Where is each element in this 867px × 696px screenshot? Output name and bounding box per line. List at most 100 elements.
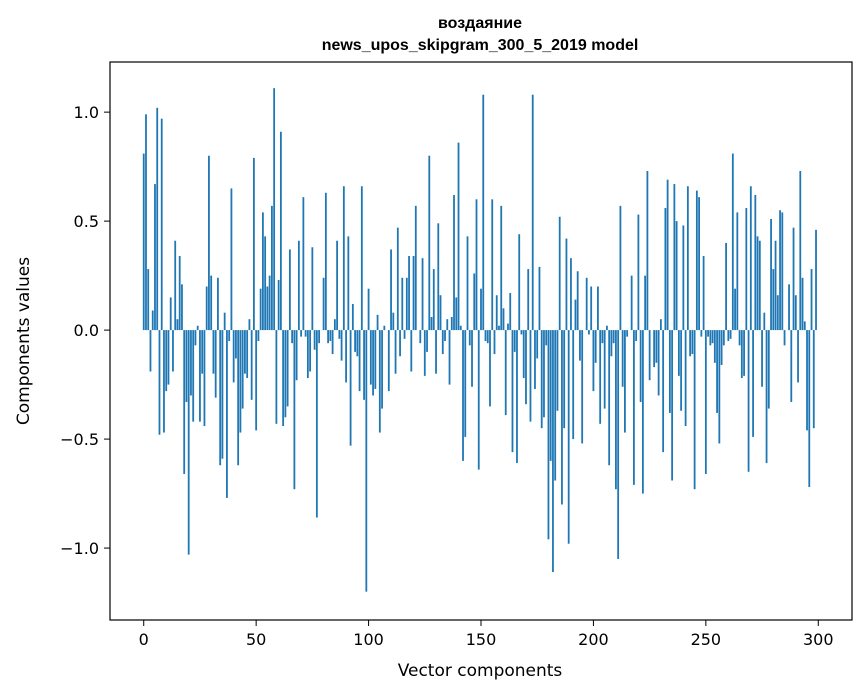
bar	[522, 330, 525, 379]
bar	[354, 330, 356, 352]
bar	[437, 223, 440, 331]
bar	[165, 330, 168, 392]
bar	[246, 330, 249, 379]
bar	[664, 208, 667, 331]
bar	[169, 297, 172, 331]
bar	[758, 240, 761, 331]
bar	[756, 236, 759, 331]
bar	[439, 295, 442, 331]
bar	[734, 288, 736, 331]
bar	[702, 255, 705, 331]
bar	[689, 330, 692, 357]
bar	[356, 330, 359, 357]
x-tick-label: 150	[466, 630, 497, 649]
bar	[392, 312, 395, 331]
bar	[466, 236, 469, 331]
bar	[160, 118, 163, 331]
bar	[203, 330, 206, 427]
bar	[158, 330, 161, 435]
bar	[581, 330, 584, 444]
bar	[695, 190, 698, 331]
bar	[419, 330, 422, 344]
bar	[761, 330, 763, 387]
bar	[722, 330, 725, 346]
bar	[516, 330, 518, 464]
bar	[659, 319, 662, 331]
bar	[700, 330, 703, 337]
bar	[342, 186, 345, 331]
bar	[538, 266, 541, 331]
bar	[808, 330, 811, 488]
bar	[279, 131, 282, 331]
bar	[630, 275, 633, 331]
bar	[691, 330, 694, 355]
bar	[423, 330, 426, 376]
bar	[601, 330, 604, 344]
bar	[142, 153, 145, 331]
bar	[567, 330, 570, 544]
bar	[783, 330, 786, 346]
bar	[621, 330, 624, 387]
bar	[336, 240, 338, 331]
bar	[484, 330, 487, 341]
bar	[351, 303, 354, 331]
bar	[776, 295, 779, 331]
bar	[486, 330, 489, 344]
bar	[232, 330, 235, 383]
bar	[740, 330, 743, 379]
bar	[464, 330, 467, 437]
bar	[531, 94, 534, 331]
bar	[347, 236, 350, 331]
bar	[794, 295, 797, 331]
bar	[585, 277, 588, 331]
bar	[480, 288, 482, 331]
bar	[534, 330, 536, 389]
bar	[275, 330, 278, 424]
bar	[570, 258, 572, 331]
bar	[518, 234, 521, 331]
bar	[378, 330, 381, 433]
bar	[509, 293, 512, 331]
x-axis-label: Vector components	[398, 661, 563, 681]
bar	[815, 229, 817, 331]
bar	[421, 258, 424, 331]
bar	[199, 330, 201, 422]
bar	[725, 242, 727, 331]
bar	[648, 330, 651, 381]
bar	[475, 199, 478, 331]
bar	[792, 227, 795, 331]
bar	[383, 325, 386, 331]
bar	[297, 240, 300, 331]
bar	[190, 330, 192, 396]
bar	[536, 330, 539, 359]
bar	[612, 330, 615, 344]
bar	[214, 330, 217, 398]
bar	[376, 314, 379, 331]
bar	[610, 330, 613, 357]
bar	[257, 330, 260, 341]
y-tick-label: −0.5	[60, 430, 99, 449]
bar	[154, 184, 156, 331]
bar	[151, 310, 154, 331]
bar	[455, 297, 458, 331]
bar	[288, 249, 291, 331]
bar	[767, 330, 770, 409]
bar	[572, 330, 575, 440]
x-tick-label: 200	[578, 630, 609, 649]
bar	[394, 330, 397, 374]
bar	[599, 330, 602, 424]
bar	[743, 330, 745, 376]
bar	[615, 330, 617, 490]
bar	[806, 330, 808, 431]
bar	[147, 269, 150, 331]
bar	[300, 330, 303, 337]
bar	[446, 319, 449, 331]
bar	[731, 153, 734, 331]
bar	[788, 284, 790, 331]
bar	[250, 330, 253, 400]
bar	[738, 330, 741, 346]
bar	[340, 330, 343, 361]
bar	[677, 330, 680, 376]
bar	[149, 330, 152, 372]
bar	[412, 255, 415, 331]
